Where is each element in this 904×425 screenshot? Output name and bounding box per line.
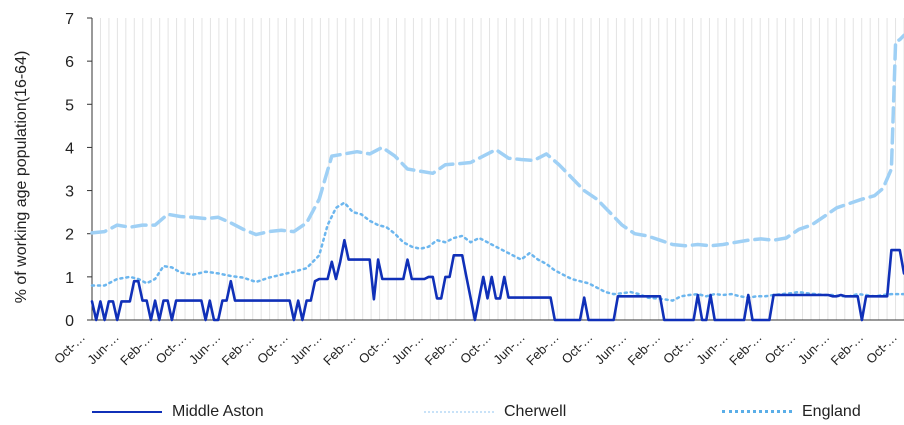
series-line-cherwell	[90, 201, 904, 302]
x-tick-label: Oct-…	[863, 330, 900, 367]
legend-item-england: England	[722, 398, 861, 425]
legend-swatch-england	[722, 410, 792, 413]
x-tick-label: Feb-…	[523, 330, 562, 369]
x-tick-label: Oct-…	[355, 330, 392, 367]
x-tick-label: Jun-…	[592, 330, 630, 368]
legend-item-cherwell: Cherwell	[424, 398, 566, 425]
x-tick-label: Feb-…	[625, 330, 664, 369]
y-tick-label: 1	[65, 270, 74, 287]
x-tick-label: Oct-…	[761, 330, 798, 367]
x-tick-label: Oct-…	[660, 330, 697, 367]
x-tick-label: Feb-…	[219, 330, 258, 369]
legend-label-england: England	[802, 402, 861, 420]
x-tick-label: Oct-…	[457, 330, 494, 367]
y-tick-label: 6	[65, 54, 74, 71]
x-tick-label: Oct-…	[152, 330, 189, 367]
x-tick-label: Jun-…	[287, 330, 325, 368]
x-tick-label: Feb-…	[726, 330, 765, 369]
legend: Middle Aston Cherwell England	[0, 398, 904, 425]
y-axis-label: % of working age population(16-64)	[13, 51, 30, 304]
series-line-middle-aston	[90, 238, 904, 322]
series-line-england	[90, 33, 904, 248]
legend-swatch-cherwell	[424, 410, 494, 413]
x-tick-label: Oct-…	[254, 330, 291, 367]
legend-swatch-middle-aston	[92, 410, 162, 413]
x-tick-label: Feb-…	[320, 330, 359, 369]
legend-item-middle-aston: Middle Aston	[92, 398, 264, 425]
y-tick-label: 5	[65, 97, 74, 114]
legend-label-cherwell: Cherwell	[504, 402, 567, 420]
x-tick-label: Jun-…	[389, 330, 427, 368]
line-chart: 01234567Oct-…Jun-…Feb-…Oct-…Jun-…Feb-…Oc…	[13, 11, 904, 369]
x-tick-label: Jun-…	[186, 330, 224, 368]
y-tick-label: 0	[65, 313, 74, 330]
y-tick-label: 7	[65, 11, 74, 28]
x-tick-label: Oct-…	[558, 330, 595, 367]
x-tick-label: Feb-…	[117, 330, 156, 369]
legend-label-middle-aston: Middle Aston	[172, 402, 264, 420]
x-tick-label: Feb-…	[422, 330, 461, 369]
x-tick-label: Feb-…	[828, 330, 867, 369]
x-tick-label: Jun-…	[84, 330, 122, 368]
x-tick-label: Oct-…	[51, 330, 88, 367]
y-tick-label: 3	[65, 184, 74, 201]
x-tick-label: Jun-…	[693, 330, 731, 368]
x-tick-label: Jun-…	[795, 330, 833, 368]
x-tick-label: Jun-…	[490, 330, 528, 368]
y-tick-label: 2	[65, 227, 74, 244]
y-tick-label: 4	[65, 140, 74, 157]
